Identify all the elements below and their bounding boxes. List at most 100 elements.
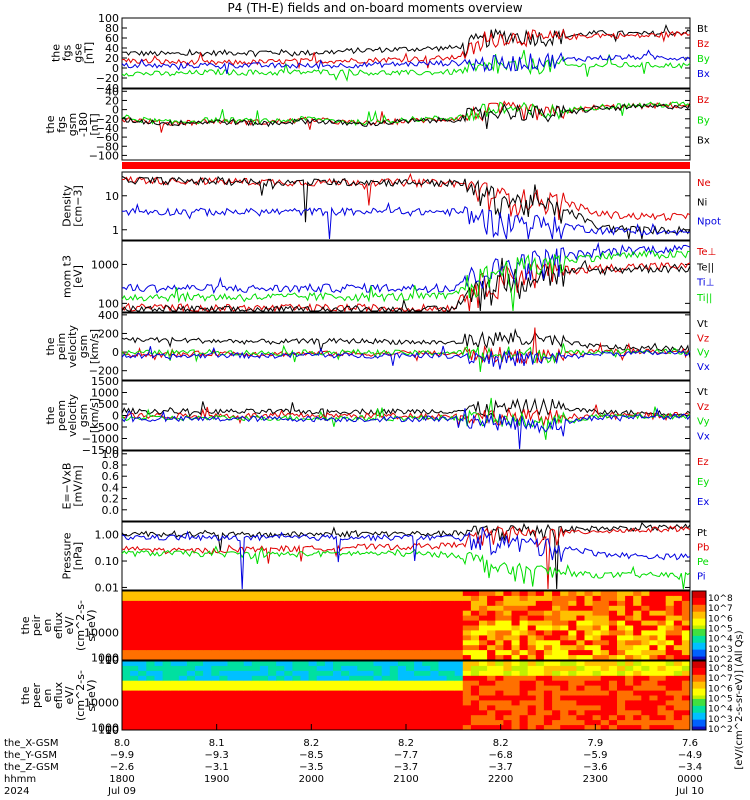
heatmap-cell — [243, 675, 253, 682]
heatmap-cell — [170, 625, 180, 631]
heatmap-cell — [446, 675, 456, 682]
heatmap-cell — [617, 640, 626, 646]
heatmap-cell — [479, 661, 488, 667]
heatmap-cell — [316, 700, 326, 706]
heatmap-cell — [511, 695, 521, 701]
ylabel-moments-temp: mom t3[eV] — [61, 255, 85, 298]
heatmap-cell — [470, 630, 480, 636]
heatmap-cell — [503, 625, 512, 631]
heatmap-cell — [146, 685, 155, 691]
heatmap-cell — [178, 600, 188, 607]
heatmap-cell — [284, 665, 293, 672]
heatmap-cell — [422, 675, 431, 682]
series-fgs-gsm-2 — [121, 103, 691, 129]
heatmap-cell — [130, 715, 139, 721]
heatmap-cell — [227, 710, 237, 716]
heatmap-cell — [414, 720, 423, 726]
heatmap-cell — [617, 700, 626, 706]
heatmap-cell — [162, 591, 172, 597]
heatmap-cell — [617, 661, 626, 667]
heatmap-cell — [487, 720, 496, 726]
ytick-label-fgs-gsm: −40 — [96, 122, 119, 135]
heatmap-cell — [122, 635, 131, 641]
heatmap-cell — [430, 640, 439, 646]
heatmap-cell — [608, 680, 618, 687]
series-moments-temp-0 — [121, 260, 691, 313]
heatmap-cell — [503, 720, 512, 726]
colorbar-tick: 10^7 — [708, 674, 733, 684]
heatmap-cell — [495, 655, 504, 661]
heatmap-cell — [130, 675, 139, 682]
heatmap-cell — [454, 605, 464, 612]
heatmap-cell — [657, 695, 667, 701]
heatmap-cell — [170, 650, 180, 656]
heatmap-cell — [219, 665, 228, 672]
heatmap-cell — [487, 615, 496, 621]
heatmap-cell — [243, 645, 253, 651]
ylabel-line: the — [44, 337, 57, 355]
heatmap-cell — [341, 700, 350, 706]
heatmap-cell — [389, 690, 399, 696]
heatmap-cell — [673, 635, 683, 641]
legend-peim-velocity-2: Vy — [697, 348, 710, 359]
heatmap-cell — [511, 600, 521, 607]
heatmap-cell — [552, 610, 561, 617]
heatmap-cell — [422, 595, 431, 602]
heatmap-cell — [308, 670, 318, 677]
heatmap-cell — [438, 675, 448, 682]
heatmap-cell — [146, 710, 155, 716]
heatmap-cell — [268, 620, 277, 626]
heatmap-cell — [430, 665, 439, 672]
ylabel-line: the — [19, 616, 32, 634]
heatmap-cell — [341, 630, 350, 636]
heatmap-cell — [227, 640, 237, 646]
heatmap-cell — [665, 700, 675, 706]
colorbar-frame — [691, 590, 707, 661]
heatmap-cell — [414, 661, 423, 667]
heatmap-cell — [178, 700, 188, 706]
heatmap-cell — [625, 620, 634, 626]
heatmap-cell — [487, 695, 496, 701]
heatmap-cell — [568, 680, 577, 687]
heatmap-cell — [479, 720, 488, 726]
heatmap-cell — [608, 720, 618, 726]
heatmap-cell — [397, 720, 407, 726]
heatmap-cell — [641, 655, 650, 661]
heatmap-cell — [138, 690, 147, 696]
heatmap-cell — [373, 685, 383, 691]
heatmap-cell — [292, 615, 301, 621]
heatmap-cell — [470, 650, 480, 656]
heatmap-cell — [560, 665, 569, 672]
heatmap-cell — [162, 715, 172, 721]
heatmap-cell — [333, 720, 342, 726]
colorbar-segment — [692, 639, 706, 644]
heatmap-cell — [503, 725, 512, 731]
heatmap-cell — [251, 690, 261, 696]
heatmap-cell — [657, 705, 667, 711]
heatmap-cell — [397, 695, 407, 701]
heatmap-cell — [284, 685, 293, 691]
heatmap-cell — [600, 690, 610, 696]
heatmap-cell — [397, 675, 407, 682]
heatmap-cell — [324, 690, 334, 696]
heatmap-cell — [300, 675, 310, 682]
heatmap-cell — [203, 690, 212, 696]
colorbar-tick: 10^6 — [708, 684, 733, 694]
heatmap-cell — [495, 690, 504, 696]
heatmap-cell — [341, 650, 350, 656]
heatmap-cell — [625, 675, 634, 682]
heatmap-cell — [349, 591, 358, 597]
heatmap-cell — [357, 690, 366, 696]
heatmap-cell — [219, 630, 228, 636]
heatmap-cell — [211, 665, 220, 672]
heatmap-cell — [154, 600, 164, 607]
heatmap-cell — [219, 591, 228, 597]
legend-pressure-0: Pt — [697, 528, 707, 539]
heatmap-cell — [535, 591, 545, 597]
heatmap-cell — [357, 620, 366, 626]
heatmap-cell — [162, 685, 172, 691]
heatmap-cell — [462, 690, 472, 696]
heatmap-cell — [268, 605, 277, 612]
heatmap-cell — [657, 690, 667, 696]
heatmap-cell — [316, 615, 326, 621]
